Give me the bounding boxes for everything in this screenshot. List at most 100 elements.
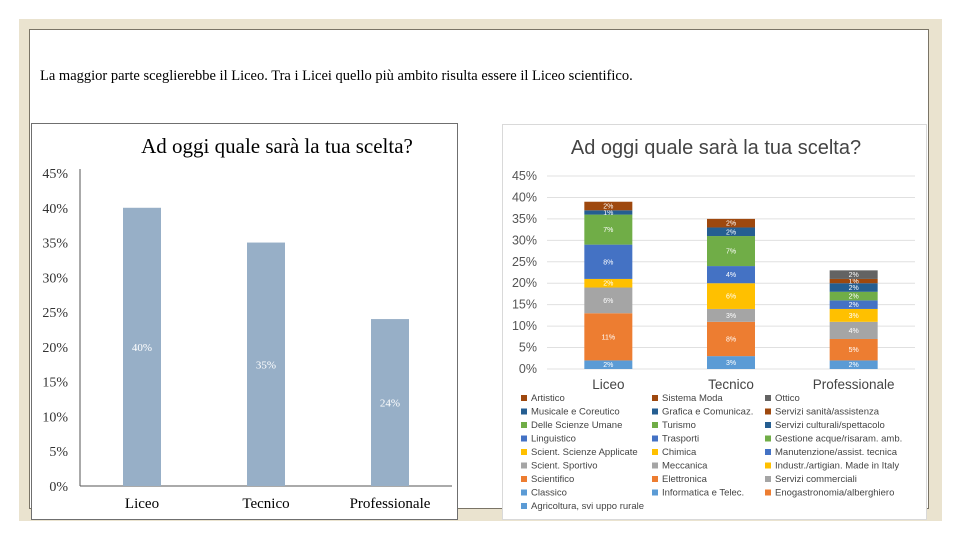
y-tick-label: 30% [512, 233, 537, 247]
stacked-segment [707, 218, 755, 228]
legend-swatch [652, 462, 658, 469]
legend-label: Scient. Scienze Applicate [531, 447, 638, 458]
y-tick-label: 0% [49, 480, 68, 495]
legend-swatch [652, 489, 658, 496]
legend-swatch [521, 408, 527, 415]
legend-swatch [765, 476, 771, 482]
legend-swatch [652, 395, 658, 401]
y-tick-label: 30% [42, 271, 68, 286]
segment-label: 2% [603, 281, 613, 288]
legend-swatch [765, 449, 771, 455]
stacked-segment [829, 300, 878, 309]
legend-swatch [521, 476, 527, 482]
legend-swatch [521, 435, 527, 442]
segment-label: 3% [726, 313, 736, 320]
y-tick-label: 5% [49, 445, 68, 460]
chart-title: Ad oggi quale sarà la tua scelta? [141, 134, 413, 158]
y-tick-label: 40% [512, 190, 537, 204]
stacked-segment [829, 291, 878, 301]
segment-label: 2% [603, 362, 613, 369]
y-tick-label: 25% [512, 255, 537, 269]
legend-label: Musicale e Coreutico [531, 407, 620, 418]
legend-swatch [652, 449, 658, 455]
stacked-segment [829, 321, 878, 339]
legend-label: Ottico [775, 393, 800, 404]
legend-label: Agricoltura, svi uppo rurale [531, 501, 644, 512]
segment-label: 11% [602, 334, 616, 341]
legend-label: Linguistico [531, 434, 576, 445]
segment-label: 2% [849, 294, 859, 301]
stacked-segment [829, 360, 878, 369]
stacked-segment [829, 308, 878, 322]
legend-label: Servizi commerciali [775, 474, 857, 485]
legend-swatch [521, 395, 527, 401]
segment-label: 2% [849, 362, 859, 369]
legend-swatch [765, 395, 771, 401]
segment-label: 1% [603, 210, 613, 217]
y-tick-label: 10% [512, 319, 537, 333]
legend-swatch [521, 462, 527, 469]
stacked-segment [707, 236, 755, 267]
bar [371, 319, 409, 486]
data-label: 24% [380, 398, 400, 410]
legend-swatch [521, 422, 527, 428]
segment-label: 2% [849, 272, 859, 279]
x-tick-label: Liceo [592, 377, 624, 392]
segment-label: 5% [849, 347, 859, 354]
legend-label: Sistema Moda [662, 393, 723, 404]
chart-choice-breakdown: Ad oggi quale sarà la tua scelta? 0% 5% 10%… [502, 124, 927, 520]
stacked-segment [829, 283, 878, 292]
legend-label: Informatica e Telec. [662, 488, 744, 499]
legend-label: Artistico [531, 393, 565, 404]
legend-label: Grafica e Comunicaz. [662, 407, 753, 418]
segment-label: 7% [726, 249, 736, 256]
y-tick-label: 45% [42, 167, 68, 182]
legend-swatch [765, 462, 771, 469]
x-tick-label: Tecnico [708, 377, 754, 392]
y-tick-label: 40% [42, 202, 68, 217]
legend-label: Scient. Sportivo [531, 461, 598, 472]
segment-label: 2% [726, 221, 736, 228]
legend-swatch [521, 449, 527, 455]
y-tick-label: 20% [42, 341, 68, 356]
segment-label: 6% [603, 298, 613, 305]
bar-chart-svg: Ad oggi quale sarà la tua scelta? 0% 5% 10%… [42, 134, 452, 512]
y-tick-label: 20% [512, 276, 537, 290]
segment-label: 1% [849, 279, 859, 286]
y-tick-label: 5% [519, 341, 537, 355]
legend-label: Industr./artigian. Made in Italy [775, 461, 899, 472]
segment-label: 8% [603, 259, 613, 266]
legend-swatch [652, 422, 658, 428]
legend-swatch [652, 435, 658, 442]
legend-label: Turismo [662, 420, 696, 431]
legend-label: Servizi culturali/spettacolo [775, 420, 885, 431]
stacked-bar-chart-svg: Ad oggi quale sarà la tua scelta? 0% 5% 10%… [512, 137, 915, 512]
x-tick-label: Professionale [350, 496, 431, 512]
stacked-segment [707, 227, 755, 237]
stacked-segment [829, 270, 878, 279]
legend-label: Scientifico [531, 474, 574, 485]
stacked-segment [584, 201, 633, 211]
legend-swatch [765, 435, 771, 442]
segment-label: 2% [603, 204, 613, 211]
legend-swatch [765, 422, 771, 428]
stacked-segment [584, 210, 633, 215]
segment-label: 3% [726, 360, 736, 367]
y-tick-label: 25% [42, 306, 68, 321]
bar [123, 207, 161, 486]
stacked-segment [707, 283, 755, 309]
legend-swatch [521, 503, 527, 509]
stacked-segment [707, 321, 755, 357]
y-tick-label: 35% [42, 237, 68, 252]
legend-label: Meccanica [662, 461, 708, 472]
legend-swatch [765, 489, 771, 496]
slide-caption: La maggior parte sceglierebbe il Liceo. … [40, 68, 633, 84]
legend-label: Trasporti [662, 434, 699, 445]
segment-label: 4% [726, 272, 736, 279]
legend-swatch [765, 408, 771, 415]
chart-title: Ad oggi quale sarà la tua scelta? [571, 137, 861, 159]
data-label: 35% [256, 359, 276, 371]
chart-total-choice: Ad oggi quale sarà la tua scelta? 0% 5% 10%… [31, 123, 458, 520]
stacked-segment [707, 308, 755, 322]
legend-label: Elettronica [662, 474, 708, 485]
